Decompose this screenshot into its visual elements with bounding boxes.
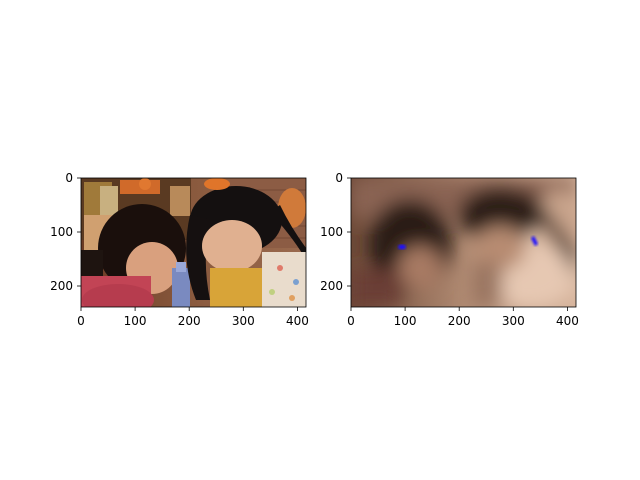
left-y-tick-label: 0	[65, 171, 73, 185]
blurred-heatmap-panel: 0 100 200 300 400 0 100 200	[320, 171, 579, 328]
left-x-tick-label: 300	[232, 314, 255, 328]
photo	[81, 178, 306, 307]
right-y-tick-label: 200	[320, 279, 343, 293]
original-image-panel: 0 100 200 300 400 0 100 200	[50, 171, 309, 328]
right-y-tick-label: 100	[320, 225, 343, 239]
left-x-tick-label: 100	[124, 314, 147, 328]
left-x-tick-label: 400	[286, 314, 309, 328]
left-x-tick-label: 0	[77, 314, 85, 328]
left-x-tick-label: 200	[178, 314, 201, 328]
right-y-tick-label: 0	[335, 171, 343, 185]
right-x-tick-label: 400	[556, 314, 579, 328]
left-y-tick-label: 200	[50, 279, 73, 293]
blue-marker	[531, 236, 538, 246]
blue-marker	[398, 244, 406, 250]
right-x-tick-label: 200	[448, 314, 471, 328]
left-y-tick-label: 100	[50, 225, 73, 239]
right-x-tick-label: 0	[347, 314, 355, 328]
left-axes-frame	[80, 177, 307, 308]
right-x-tick-label: 300	[502, 314, 525, 328]
blurred-image	[351, 178, 576, 307]
right-x-tick-label: 100	[394, 314, 417, 328]
right-axes-frame	[350, 177, 577, 308]
